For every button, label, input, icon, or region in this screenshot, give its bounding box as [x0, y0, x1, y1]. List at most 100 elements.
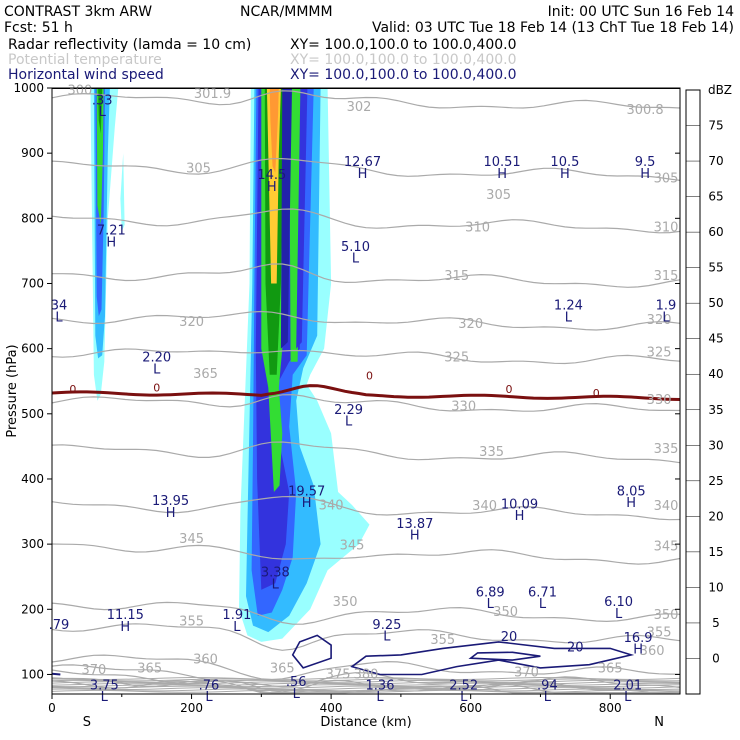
extremum-marker: H — [515, 509, 525, 524]
x-tick-label: 200 — [180, 701, 203, 715]
theta-label: 345 — [654, 540, 679, 555]
colorbar-label: 35 — [708, 403, 723, 417]
cell-left-30dbz — [98, 88, 103, 134]
wind-label: 20 — [567, 641, 584, 656]
theta-label: 325 — [647, 346, 672, 361]
extremum-marker: L — [565, 310, 573, 325]
extremum-marker: L — [352, 252, 360, 267]
extremum-value: 2.01 — [613, 678, 642, 693]
extremum-marker: H — [626, 496, 636, 511]
extremum-marker: L — [383, 630, 391, 645]
x-tick-label: 600 — [459, 701, 482, 715]
theta-contour-upper — [52, 684, 680, 688]
extremum-marker: L — [101, 690, 109, 705]
colorbar-label: 45 — [708, 332, 723, 346]
theta-label: 300 — [67, 84, 92, 99]
theta-label: 340 — [319, 499, 344, 514]
theta-contour-upper — [52, 678, 680, 682]
theta-contour-upper — [52, 689, 680, 693]
extremum-marker: H — [410, 529, 420, 544]
theta-label: 345 — [340, 538, 365, 553]
y-tick-label: 1000 — [13, 81, 44, 95]
theta-label: 310 — [465, 220, 490, 235]
extremum-value: 11.15 — [107, 608, 144, 623]
freezing-level — [52, 88, 680, 401]
y-tick-label: 800 — [21, 211, 44, 225]
extremum-value: 2.20 — [142, 351, 171, 366]
reflectivity-field — [90, 88, 370, 642]
theta-label: 350 — [654, 608, 679, 623]
theta-contour — [52, 623, 680, 651]
theta-label: 365 — [598, 662, 623, 677]
field-theta-xy: XY= 100.0,100.0 to 100.0,400.0 — [290, 52, 517, 68]
colorbar-label: 65 — [708, 190, 723, 204]
theta-label: 330 — [647, 393, 672, 408]
extremum-marker: L — [233, 620, 241, 635]
theta-contour-upper — [52, 681, 680, 685]
extremum-value: 34 — [51, 299, 68, 314]
field-reflectivity-xy: XY= 100.0,100.0 to 100.0,400.0 — [290, 37, 517, 53]
x-tick-label: 0 — [48, 701, 56, 715]
extremum-value: 10.51 — [483, 155, 520, 170]
extremum-value: 9.25 — [372, 618, 401, 633]
theta-label: 300.8 — [626, 103, 663, 118]
cell-left-25dbz — [96, 88, 104, 225]
theta-label: 340 — [654, 499, 679, 514]
colorbar-label: 10 — [708, 580, 723, 594]
colorbar: 0 5 10 15 20 25 30 35 40 45 50 55 60 65 70 75 dBZ — [685, 83, 732, 695]
y-tick-label: 400 — [21, 472, 44, 486]
contour-labels: 300 301.9 302 300.8 305 305 305 310 310 315 315 320… — [49, 84, 679, 706]
cell-main-40dbz — [269, 88, 279, 173]
theta-label: 365 — [270, 662, 295, 677]
plot-area — [52, 88, 680, 694]
cell-main-streak-c — [296, 88, 308, 349]
colorbar-label: 15 — [708, 545, 723, 559]
theta-label: 360 — [193, 652, 218, 667]
theta-contour — [52, 263, 680, 288]
theta-label: 340 — [472, 499, 497, 514]
colorbar-frame — [685, 89, 701, 695]
y-tick-label: 200 — [21, 602, 44, 616]
extremum-marker: H — [166, 506, 176, 521]
extremum-value: 13.95 — [152, 494, 189, 509]
field-wind: Horizontal wind speed — [8, 67, 164, 83]
colorbar-label: 50 — [708, 296, 723, 310]
theta-contour — [52, 441, 680, 464]
cell-left-spot — [120, 153, 125, 232]
theta-label: 365 — [193, 367, 218, 382]
extremum-marker: H — [633, 643, 643, 658]
extremum-marker: H — [497, 167, 507, 182]
y-tick-label: 900 — [21, 146, 44, 160]
y-tick-label: 500 — [21, 407, 44, 421]
colorbar-label: 55 — [708, 261, 723, 275]
freezing-label: 0 — [69, 383, 76, 396]
x-tick-label: 800 — [599, 701, 622, 715]
extremum-marker: L — [153, 362, 161, 377]
colorbar-label: 70 — [708, 154, 723, 168]
colorbar-unit: dBZ — [708, 83, 732, 97]
extremum-value: 2.52 — [449, 678, 478, 693]
theta-label: 345 — [179, 532, 204, 547]
forecast-hour: Fcst: 51 h — [4, 20, 73, 36]
extremum-value: 16.9 — [624, 631, 653, 646]
y-tick-label: 600 — [21, 342, 44, 356]
extremum-value: 3.75 — [90, 678, 119, 693]
theta-label: 315 — [654, 269, 679, 284]
organization: NCAR/MMMM — [240, 4, 333, 20]
extremum-marker: H — [640, 167, 650, 182]
theta-label: 320 — [458, 317, 483, 332]
theta-contour — [52, 310, 680, 331]
extremum-marker: L — [615, 607, 623, 622]
extremum-value: 5.10 — [341, 240, 370, 255]
extremum-value: .33 — [92, 93, 113, 108]
freezing-label: 0 — [593, 387, 600, 400]
x-end-label-right: N — [654, 715, 664, 730]
extremum-value: 14.5 — [257, 168, 286, 183]
extremum-marker: L — [345, 415, 353, 430]
extremum-value: .94 — [537, 678, 558, 693]
valid-time: Valid: 03 UTC Tue 18 Feb 14 (13 ChT Tue … — [372, 20, 734, 36]
extremum-marker: H — [302, 496, 312, 511]
field-reflectivity: Radar reflectivity (lamda = 10 cm) — [8, 37, 251, 53]
